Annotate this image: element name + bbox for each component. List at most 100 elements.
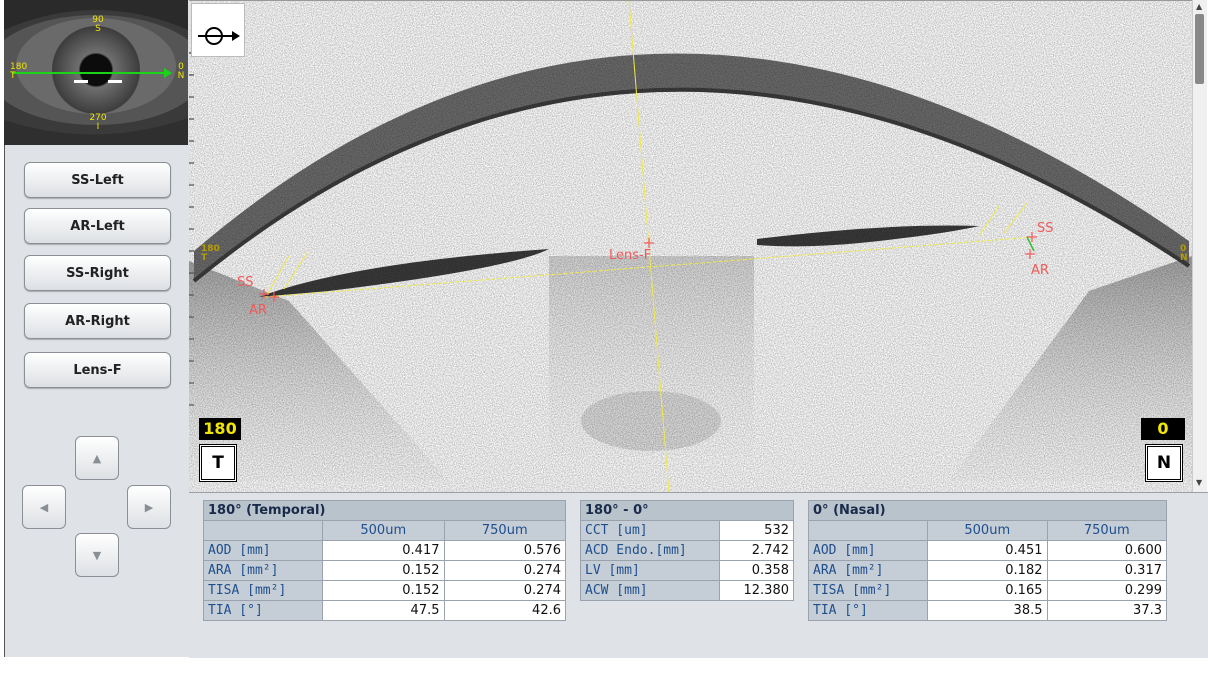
nav-right-button[interactable]: ▶ bbox=[127, 485, 171, 529]
temporal-title: 180° (Temporal) bbox=[203, 500, 566, 521]
table-row: TIA [°] 47.5 42.6 bbox=[203, 600, 566, 621]
lens-marker-label: Lens-F bbox=[609, 248, 652, 263]
row-label: ARA [mm²] bbox=[808, 560, 928, 581]
nav-up-button[interactable]: ▲ bbox=[75, 436, 119, 480]
thumb-right-dir: N bbox=[177, 71, 185, 81]
nav-left-button[interactable]: ◀ bbox=[22, 485, 66, 529]
ss-left-marker-label: SS bbox=[237, 275, 254, 290]
ar-right-button[interactable]: AR-Right bbox=[24, 303, 171, 339]
cell-750: 0.299 bbox=[1046, 580, 1167, 601]
row-label: TISA [mm²] bbox=[203, 580, 323, 601]
ar-right-marker-label: AR bbox=[1031, 263, 1049, 278]
temporal-col-500: 500um bbox=[322, 520, 445, 541]
cell-value: 12.380 bbox=[719, 580, 794, 601]
thumb-label-bottom: 270 I bbox=[84, 114, 112, 132]
edge-left-label: 180 T bbox=[201, 245, 220, 263]
row-label: TIA [°] bbox=[203, 600, 323, 621]
cell-750: 0.576 bbox=[443, 540, 566, 561]
table-row: CCT [um] 532 bbox=[580, 520, 794, 541]
edge-right-dir: N bbox=[1180, 253, 1188, 263]
cell-value: 532 bbox=[719, 520, 794, 541]
scroll-up-icon[interactable]: ▲ bbox=[1196, 2, 1203, 11]
cell-500: 0.182 bbox=[927, 560, 1048, 581]
orientation-button[interactable] bbox=[191, 3, 245, 57]
table-row: TISA [mm²] 0.165 0.299 bbox=[808, 580, 1167, 601]
ss-right-marker-label: SS bbox=[1037, 221, 1054, 236]
cell-500: 0.417 bbox=[322, 540, 445, 561]
right-degree-badge: 0 bbox=[1141, 418, 1185, 440]
cell-value: 0.358 bbox=[719, 560, 794, 581]
table-row: TISA [mm²] 0.152 0.274 bbox=[203, 580, 566, 601]
thumb-left-deg: 180 bbox=[10, 62, 28, 72]
cell-500: 38.5 bbox=[927, 600, 1048, 621]
ss-right-button[interactable]: SS-Right bbox=[24, 255, 171, 291]
ss-left-button[interactable]: SS-Left bbox=[24, 162, 171, 198]
center-title: 180° - 0° bbox=[580, 500, 794, 521]
table-row: AOD [mm] 0.417 0.576 bbox=[203, 540, 566, 561]
temporal-corner bbox=[203, 520, 323, 541]
triangle-right-icon: ▶ bbox=[144, 500, 154, 514]
cell-500: 0.152 bbox=[322, 580, 445, 601]
row-label: LV [mm] bbox=[580, 560, 720, 581]
left-direction-box: T bbox=[199, 444, 237, 482]
thumb-bottom-deg: 270 bbox=[89, 113, 107, 123]
right-direction-box: N bbox=[1145, 444, 1183, 482]
nav-down-button[interactable]: ▼ bbox=[75, 533, 119, 577]
row-label: CCT [um] bbox=[580, 520, 720, 541]
cell-500: 0.152 bbox=[322, 560, 445, 581]
table-row: ARA [mm²] 0.182 0.317 bbox=[808, 560, 1167, 581]
cell-750: 0.317 bbox=[1046, 560, 1167, 581]
nasal-corner bbox=[808, 520, 928, 541]
table-row: ACW [mm] 12.380 bbox=[580, 580, 794, 601]
cell-750: 42.6 bbox=[443, 600, 566, 621]
cell-500: 47.5 bbox=[322, 600, 445, 621]
row-label: TIA [°] bbox=[808, 600, 928, 621]
table-row: ARA [mm²] 0.152 0.274 bbox=[203, 560, 566, 581]
thumb-left-dir: T bbox=[10, 71, 16, 81]
table-row: TIA [°] 38.5 37.3 bbox=[808, 600, 1167, 621]
oct-scan-svg bbox=[189, 1, 1192, 493]
row-label: ACW [mm] bbox=[580, 580, 720, 601]
center-table: 180° - 0° CCT [um] 532 ACD Endo.[mm] 2.7… bbox=[580, 500, 794, 601]
table-row: LV [mm] 0.358 bbox=[580, 560, 794, 581]
cell-750: 0.600 bbox=[1046, 540, 1167, 561]
cell-750: 37.3 bbox=[1046, 600, 1167, 621]
scan-arrow-icon bbox=[164, 68, 172, 78]
edge-left-deg: 180 bbox=[201, 244, 220, 254]
thumb-top-deg: 90 bbox=[92, 15, 104, 25]
table-row: ACD Endo.[mm] 2.742 bbox=[580, 540, 794, 561]
thumb-top-dir: S bbox=[95, 24, 101, 34]
thumb-label-top: 90 S bbox=[88, 16, 108, 34]
nasal-table: 0° (Nasal) 500um 750um AOD [mm] 0.451 0.… bbox=[808, 500, 1167, 621]
row-label: TISA [mm²] bbox=[808, 580, 928, 601]
eye-image bbox=[4, 0, 188, 145]
triangle-left-icon: ◀ bbox=[39, 500, 49, 514]
eye-direction-icon bbox=[198, 27, 240, 45]
scrollbar-thumb[interactable] bbox=[1195, 14, 1204, 84]
triangle-up-icon: ▲ bbox=[92, 451, 102, 465]
cell-value: 2.742 bbox=[719, 540, 794, 561]
temporal-table: 180° (Temporal) 500um 750um AOD [mm] 0.4… bbox=[203, 500, 566, 621]
nasal-title: 0° (Nasal) bbox=[808, 500, 1167, 521]
edge-left-dir: T bbox=[201, 253, 208, 263]
temporal-col-750: 750um bbox=[443, 520, 566, 541]
table-row: AOD [mm] 0.451 0.600 bbox=[808, 540, 1167, 561]
lens-f-button[interactable]: Lens-F bbox=[24, 352, 171, 388]
cell-750: 0.274 bbox=[443, 580, 566, 601]
nasal-col-750: 750um bbox=[1046, 520, 1167, 541]
nasal-col-500: 500um bbox=[927, 520, 1048, 541]
triangle-down-icon: ▼ bbox=[92, 548, 102, 562]
ar-left-button[interactable]: AR-Left bbox=[24, 208, 171, 244]
cell-500: 0.451 bbox=[927, 540, 1048, 561]
row-label: AOD [mm] bbox=[203, 540, 323, 561]
thumb-right-deg: 0 bbox=[178, 62, 184, 72]
left-degree-badge: 180 bbox=[199, 418, 241, 440]
row-label: AOD [mm] bbox=[808, 540, 928, 561]
vertical-scrollbar[interactable]: ▲ ▼ bbox=[1192, 0, 1207, 492]
scroll-down-icon[interactable]: ▼ bbox=[1196, 478, 1203, 487]
thumb-label-left: 180 T bbox=[10, 63, 27, 81]
